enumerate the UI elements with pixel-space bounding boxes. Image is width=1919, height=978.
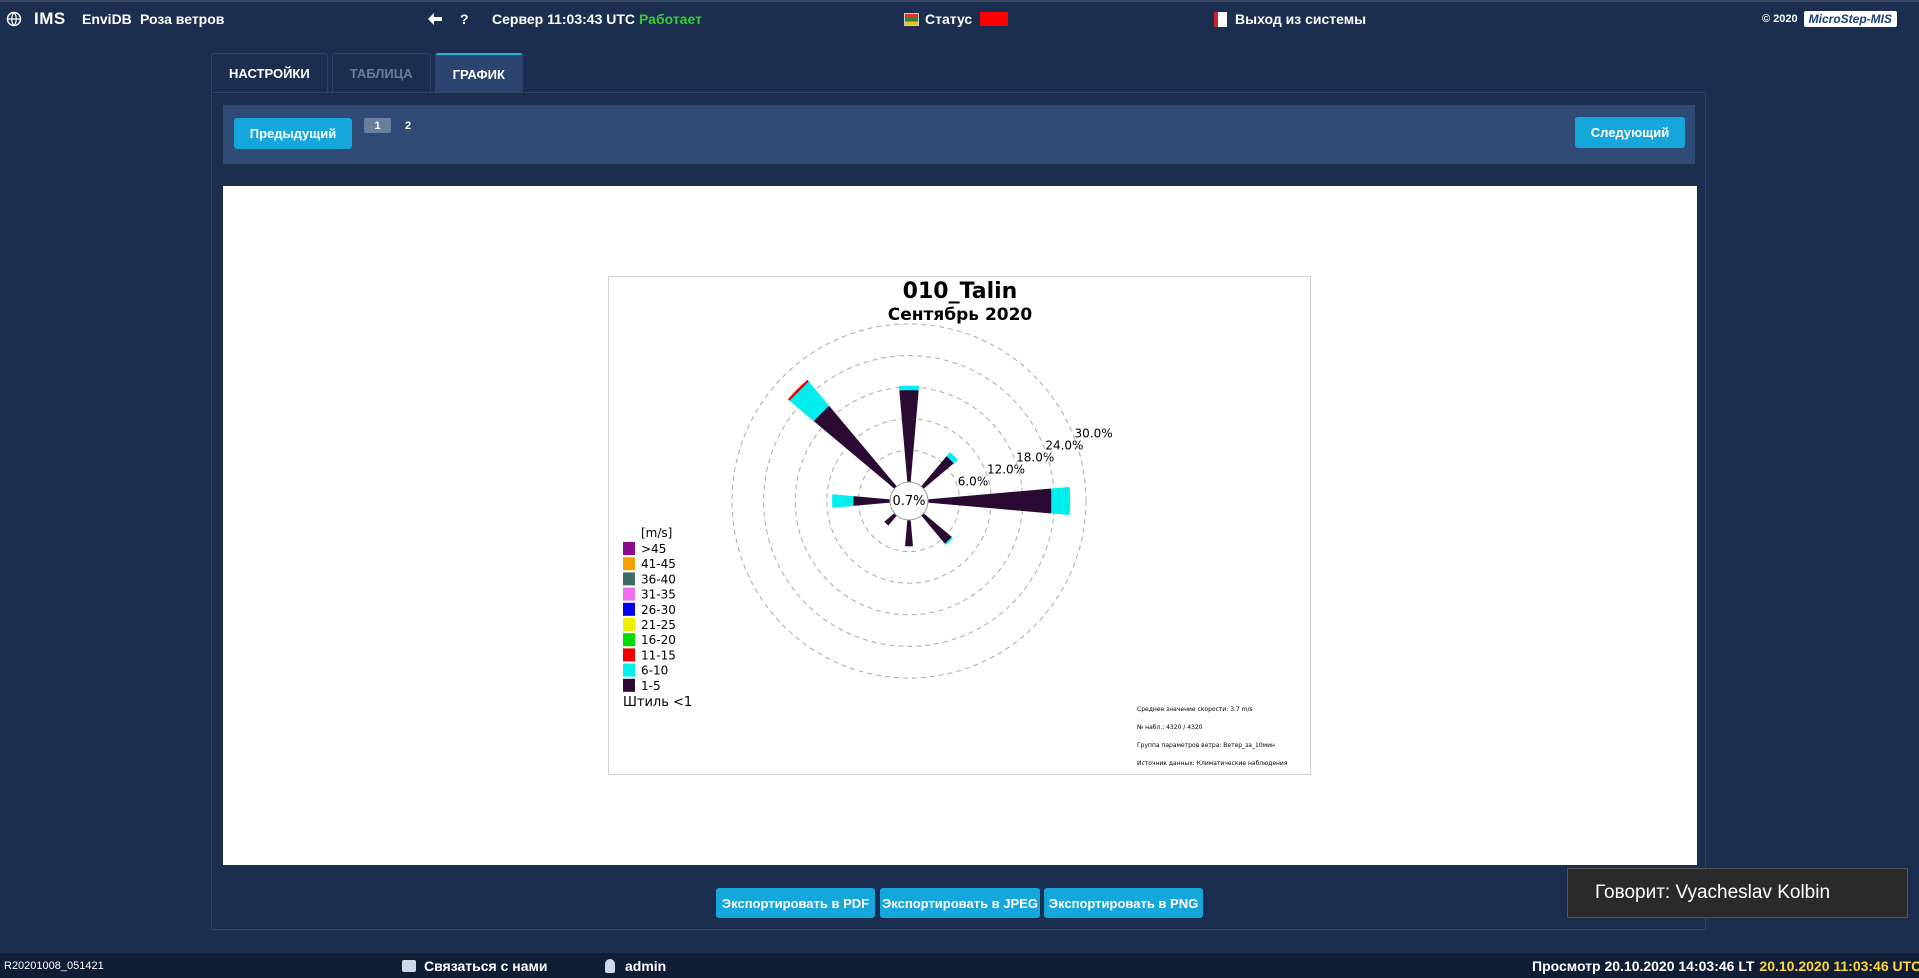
rose-wedge (1051, 486, 1071, 516)
legend-swatch (623, 572, 635, 586)
rose-wedge (832, 494, 854, 508)
legend-label: 36-40 (641, 572, 676, 586)
chart-title: 010_Talin (903, 279, 1018, 304)
user-menu[interactable]: admin (605, 953, 666, 978)
radial-tick-label: 30.0% (1075, 426, 1113, 440)
rose-wedge (787, 379, 809, 401)
radial-tick-label: 12.0% (987, 463, 1025, 477)
legend-label: 31-35 (641, 588, 676, 602)
wind-rose-chart: 010_Talin Сентябрь 2020 6.0% 12.0% 18.0% 24… (608, 276, 1311, 775)
legend-swatch (623, 557, 635, 571)
content-panel (211, 92, 1706, 930)
server-status: Сервер 11:03:43 UTC Работает (492, 2, 702, 36)
logout-button[interactable]: Выход из системы (1214, 2, 1366, 36)
module-name[interactable]: EnviDB (82, 11, 132, 27)
rose-wedge (909, 488, 1052, 514)
logout-label: Выход из системы (1235, 11, 1367, 27)
top-bar: IMS EnviDB Роза ветров ? Сервер 11:03:43… (0, 0, 1919, 34)
bottom-bar: R20201008_051421 Связаться с нами admin … (0, 953, 1919, 978)
back-arrow-icon[interactable] (428, 2, 442, 36)
calm-circle (889, 481, 929, 521)
help-icon[interactable]: ? (460, 11, 469, 27)
legend-label: 11-15 (641, 648, 676, 662)
legend-label: 6-10 (641, 664, 668, 678)
rose-wedge (905, 501, 913, 547)
legend-swatch (623, 678, 635, 692)
chat-icon (402, 959, 416, 972)
company-logo: MicroStep-MIS (1803, 11, 1897, 27)
rose-wedge (789, 381, 830, 422)
build-version: R20201008_051421 (4, 959, 104, 972)
legend-label: 26-30 (641, 603, 676, 617)
legend-label: 1-5 (641, 679, 661, 693)
speaker-overlay: Говорит: Vyacheslav Kolbin (1567, 868, 1908, 918)
legend-label: >45 (641, 542, 666, 556)
legend-swatch (623, 663, 635, 677)
legend-swatch (623, 542, 635, 555)
radial-tick-label: 18.0% (1016, 450, 1054, 464)
wind-rose-svg: 010_Talin Сентябрь 2020 6.0%12.0%18.0%24… (623, 279, 1288, 767)
logout-icon (1214, 11, 1227, 27)
rose-wedge (813, 405, 909, 501)
user-name: admin (625, 957, 667, 974)
legend-swatch (623, 618, 635, 631)
rose-wedge (899, 389, 919, 501)
export-pdf-button[interactable]: Экспортировать в PDF (716, 888, 875, 918)
rose-wedge (946, 452, 958, 464)
contact-label: Связаться с нами (424, 957, 548, 974)
export-jpeg-button[interactable]: Экспортировать в JPEG (880, 888, 1040, 918)
rose-wedge (853, 496, 909, 506)
status-badge (980, 12, 1009, 26)
legend-label: 41-45 (641, 557, 676, 571)
rose-wedge (898, 385, 920, 391)
legend-swatch (623, 633, 635, 647)
view-time-lt: Просмотр 20.10.2020 14:03:46 LT (1532, 957, 1755, 974)
tab-settings[interactable]: НАСТРОЙКИ (211, 53, 328, 93)
info-line: Среднее значение скорости: 3.7 m/s (1137, 706, 1253, 713)
grid-ring (731, 323, 1087, 679)
user-icon (605, 958, 615, 973)
copyright: © 2020 MicroStep-MIS (1762, 2, 1897, 36)
legend-swatch (623, 587, 635, 601)
pager-bar: Предыдущий 1 2 Следующий (223, 105, 1695, 164)
chart-subtitle: Сентябрь 2020 (888, 305, 1033, 325)
export-png-button[interactable]: Экспортировать в PNG (1044, 888, 1203, 918)
globe-icon[interactable] (6, 2, 22, 36)
info-line: № набл.: 4320 / 4320 (1137, 724, 1203, 731)
legend-calm: Штиль <1 (623, 695, 692, 710)
radial-tick-label: 6.0% (958, 475, 989, 489)
contact-link[interactable]: Связаться с нами (402, 953, 547, 978)
legend-label: 16-20 (641, 633, 676, 647)
copyright-text: © 2020 (1762, 13, 1798, 25)
app-name: IMS (34, 9, 66, 28)
info-line: Группа параметров ветра: Ветер_за_10мин (1137, 742, 1275, 749)
next-button[interactable]: Следующий (1575, 117, 1685, 148)
page-2-button[interactable]: 2 (404, 119, 412, 132)
legend-swatch (623, 648, 635, 662)
previous-button[interactable]: Предыдущий (234, 118, 352, 149)
info-line: Источник данных: Климатические наблюдени… (1137, 760, 1288, 767)
legend-label: 21-25 (641, 618, 676, 632)
page-title: Роза ветров (140, 11, 225, 27)
page-1-button[interactable]: 1 (364, 118, 391, 133)
calm-value: 0.7% (892, 494, 925, 509)
legend-title: [m/s] (641, 526, 672, 540)
rose-wedges (787, 379, 1071, 547)
rose-wedge (944, 536, 954, 546)
tab-bar: НАСТРОЙКИ ТАБЛИЦА ГРАФИК (211, 53, 527, 93)
server-time: Сервер 11:03:43 UTC (492, 11, 636, 27)
chart-info: Среднее значение скорости: 3.7 m/s № набл… (1137, 706, 1288, 767)
radial-tick-label: 24.0% (1045, 438, 1083, 452)
view-time: Просмотр 20.10.2020 14:03:46 LT 20.10.20… (1532, 953, 1919, 978)
legend-swatch (623, 602, 635, 616)
status-label: Статус (925, 11, 973, 27)
flag-icon (904, 12, 919, 26)
view-time-utc: 20.10.2020 11:03:46 UTC (1759, 957, 1919, 974)
tab-chart[interactable]: ГРАФИК (434, 53, 523, 93)
server-state: Работает (639, 11, 702, 27)
tab-table[interactable]: ТАБЛИЦА (331, 53, 431, 93)
status-indicator[interactable]: Статус (904, 2, 1009, 36)
